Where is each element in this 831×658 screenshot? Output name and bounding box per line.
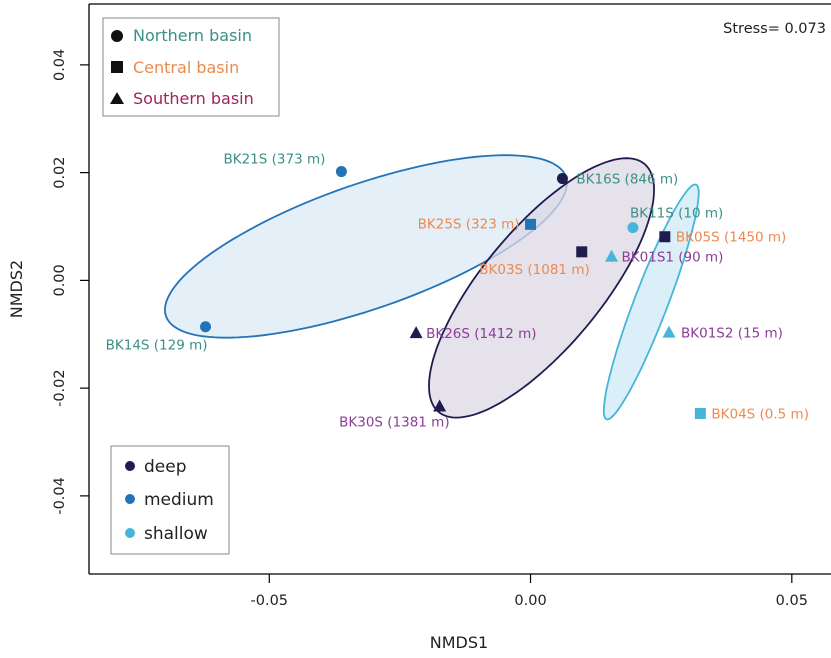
legend-shallow-label: shallow xyxy=(144,524,208,544)
data-point-bk03s xyxy=(576,246,588,258)
y-tick-label: 0.02 xyxy=(52,156,68,188)
y-tick-label: -0.02 xyxy=(52,369,68,407)
data-point-bk21s xyxy=(335,166,347,178)
depth-legend: deep medium shallow xyxy=(110,445,230,555)
point-labels-layer: BK21S (373 m) BK14S (129 m) BK16S (846 m) B… xyxy=(106,152,809,431)
point-label: BK05S (1450 m) xyxy=(676,230,787,246)
point-label: BK25S (323 m) xyxy=(418,216,520,232)
legend-deep-marker xyxy=(125,461,135,471)
point-label: BK01S2 (15 m) xyxy=(681,326,783,342)
x-ticks: -0.05 0.00 0.05 xyxy=(251,574,808,609)
basin-legend-box xyxy=(102,17,280,117)
legend-shallow-marker xyxy=(125,528,135,538)
y-axis-label: NMDS2 xyxy=(7,260,26,318)
legend-northern-basin: Northern basin xyxy=(133,26,252,45)
legend-southern-basin: Southern basin xyxy=(133,89,254,108)
legend-medium-marker xyxy=(125,494,135,504)
point-label: BK01S1 (90 m) xyxy=(622,250,724,266)
point-label: BK03S (1081 m) xyxy=(479,262,590,278)
point-label: BK30S (1381 m) xyxy=(339,414,450,430)
data-point-bk30s xyxy=(433,399,447,412)
data-point-bk05s xyxy=(659,231,671,243)
data-point-bk04s xyxy=(694,407,706,419)
y-ticks: -0.04 -0.02 0.00 0.02 0.04 xyxy=(52,49,89,515)
ellipses-layer xyxy=(163,154,700,421)
legend-circle-marker xyxy=(111,30,123,42)
stress-annotation: Stress= 0.073 xyxy=(723,21,826,37)
basin-legend: Northern basin Central basin Southern ba… xyxy=(102,17,280,117)
ellipse-medium xyxy=(163,154,568,339)
point-label: BK14S (129 m) xyxy=(106,338,208,354)
data-point-bk01s1 xyxy=(605,249,619,262)
legend-triangle-marker xyxy=(110,92,124,104)
x-axis-label: NMDS1 xyxy=(430,633,488,652)
x-tick-label: 0.05 xyxy=(776,593,808,609)
y-tick-label: -0.04 xyxy=(52,477,68,515)
point-label: BK16S (846 m) xyxy=(576,172,678,188)
point-label: BK04S (0.5 m) xyxy=(711,406,809,422)
legend-medium-label: medium xyxy=(144,490,214,510)
legend-central-basin: Central basin xyxy=(133,58,239,77)
data-point-bk25s xyxy=(525,218,537,230)
points-layer xyxy=(200,166,706,419)
data-point-bk26s xyxy=(409,326,423,339)
data-point-bk11s xyxy=(627,222,639,234)
legend-deep-label: deep xyxy=(144,457,187,477)
point-label: BK26S (1412 m) xyxy=(426,326,537,342)
point-label: BK11S (10 m) xyxy=(630,206,723,222)
legend-square-marker xyxy=(111,61,123,73)
data-point-bk16s xyxy=(556,173,568,185)
y-tick-label: 0.04 xyxy=(52,49,68,81)
data-point-bk01s2 xyxy=(662,325,676,338)
x-tick-label: -0.05 xyxy=(251,593,289,609)
x-tick-label: 0.00 xyxy=(514,593,546,609)
ellipse-deep xyxy=(428,157,655,419)
data-point-bk14s xyxy=(200,321,212,333)
point-label: BK21S (373 m) xyxy=(223,152,325,168)
y-tick-label: 0.00 xyxy=(52,264,68,296)
